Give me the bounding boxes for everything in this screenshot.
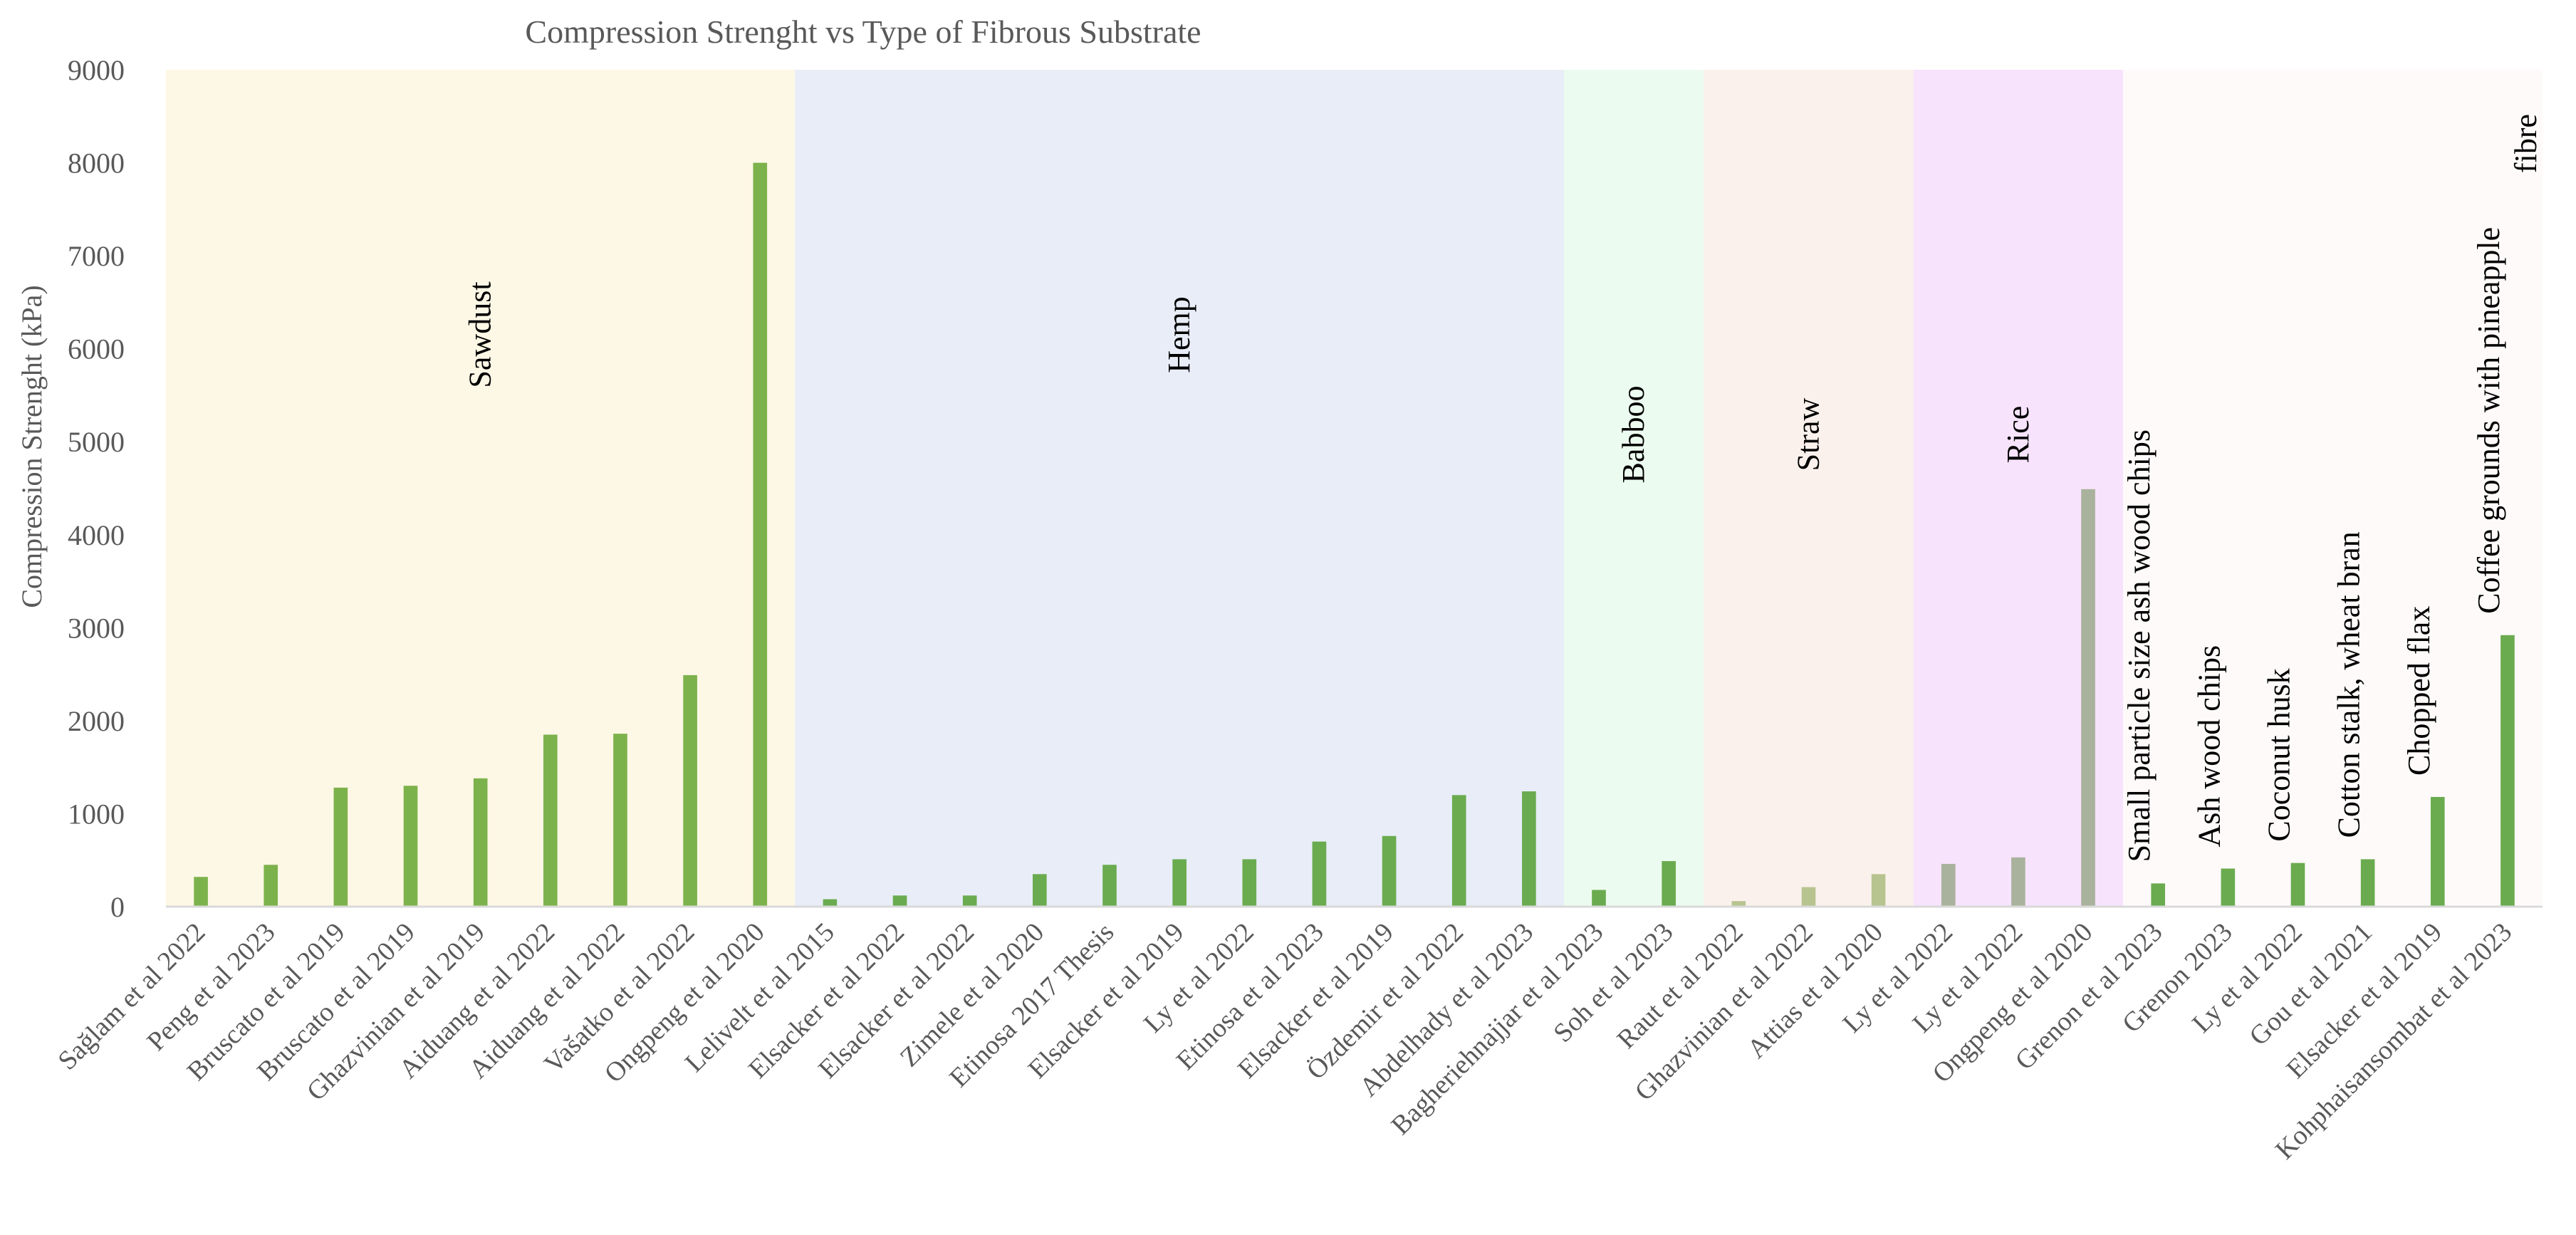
bar xyxy=(1592,890,1606,907)
bar xyxy=(2290,863,2305,907)
bar-annotation: Small particle size ash wood chips xyxy=(2122,429,2157,862)
bar-annotation: fibre xyxy=(2508,114,2543,173)
y-tick-label: 3000 xyxy=(68,612,125,644)
bar xyxy=(1522,791,1536,907)
bar xyxy=(264,865,278,907)
bar xyxy=(473,778,488,907)
bar xyxy=(1382,835,1397,907)
bar xyxy=(683,674,697,907)
bar xyxy=(892,895,907,907)
bar xyxy=(962,895,977,907)
bar xyxy=(403,786,418,907)
y-tick-label: 8000 xyxy=(68,147,125,179)
chart-title: Compression Strenght vs Type of Fibrous … xyxy=(525,14,1201,50)
bar-annotation: Cotton stalk, wheat bran xyxy=(2332,531,2367,838)
bar xyxy=(1662,861,1676,907)
bar xyxy=(1102,865,1117,907)
bar xyxy=(1451,795,1466,907)
group-band xyxy=(1704,70,1914,907)
bars xyxy=(194,162,2515,907)
bar xyxy=(1033,874,1047,907)
y-axis-label: Compression Strenght (kPa) xyxy=(16,285,48,608)
y-tick-label: 5000 xyxy=(68,426,125,458)
group-label: Rice xyxy=(2001,406,2035,464)
bar xyxy=(1731,901,1746,907)
group-label: Babboo xyxy=(1616,386,1651,484)
bar xyxy=(823,899,838,907)
y-tick-label: 7000 xyxy=(68,240,125,272)
x-tick-label: Gou et al 2021 xyxy=(2243,917,2378,1052)
bar-annotation: Coffee grounds with pineapple xyxy=(2471,227,2506,614)
bar xyxy=(1312,841,1327,907)
bar-annotations: Small particle size ash wood chips Ash wo… xyxy=(2122,114,2543,862)
group-backgrounds xyxy=(166,70,2543,907)
bar-annotation: Ash wood chips xyxy=(2191,645,2226,848)
bar xyxy=(613,734,627,907)
group-label: Straw xyxy=(1790,397,1825,471)
group-labels: Sawdust Hemp Babboo Straw Rice xyxy=(463,281,2035,483)
bar xyxy=(194,877,208,907)
y-axis-ticks: 0 1000 2000 3000 4000 5000 6000 7000 8000 9000 xyxy=(68,54,125,923)
y-tick-label: 4000 xyxy=(68,519,125,551)
bar xyxy=(753,162,768,907)
y-tick-label: 1000 xyxy=(68,798,125,830)
group-band xyxy=(1563,70,1704,907)
bar xyxy=(333,787,348,907)
group-band xyxy=(795,70,1564,907)
group-label: Hemp xyxy=(1162,296,1196,373)
bar xyxy=(2011,857,2025,907)
bar xyxy=(2501,635,2515,907)
bar xyxy=(1172,859,1187,907)
bar xyxy=(2221,868,2236,907)
bar xyxy=(543,734,558,907)
bar xyxy=(2151,883,2166,907)
y-tick-label: 9000 xyxy=(68,54,125,86)
group-band xyxy=(2123,70,2543,907)
bar xyxy=(1801,887,1816,907)
y-tick-label: 6000 xyxy=(68,333,125,365)
bar xyxy=(1871,874,1886,907)
y-tick-label: 2000 xyxy=(68,705,125,737)
bar xyxy=(1242,859,1257,907)
bar xyxy=(2360,859,2375,907)
group-label: Sawdust xyxy=(463,281,498,387)
bar xyxy=(2081,489,2095,907)
y-tick-label: 0 xyxy=(110,891,125,923)
bar-annotation: Chopped flax xyxy=(2402,606,2436,776)
bar-annotation: Coconut husk xyxy=(2261,668,2296,841)
bar xyxy=(2430,796,2445,907)
bar xyxy=(1941,863,1956,907)
